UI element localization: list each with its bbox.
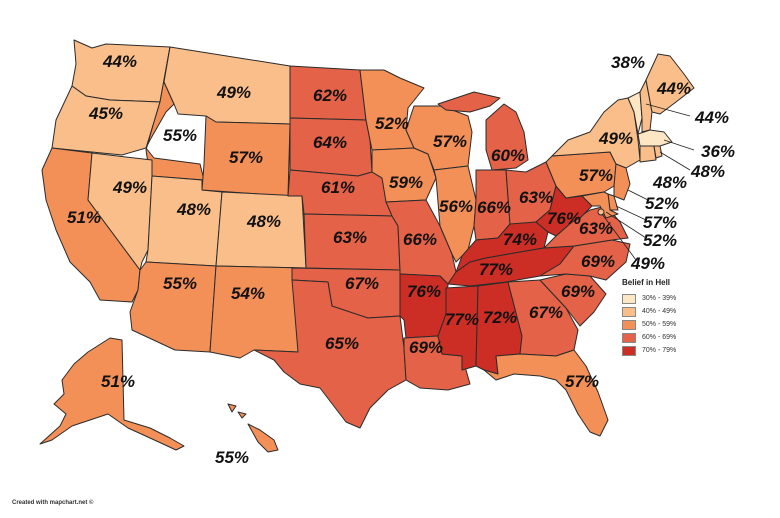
label-in: 66% [476,198,512,217]
state-tx[interactable] [253,279,407,429]
label-dc: 49% [630,254,666,273]
label-ma: 36% [700,142,736,161]
legend-swatch [622,332,636,343]
legend-swatch [622,345,636,356]
label-mo: 66% [402,230,438,249]
label-ks: 63% [332,228,368,247]
legend-swatch [622,293,636,304]
legend-item: 60% - 69% [622,331,712,344]
label-ia: 59% [388,173,424,192]
state-ma[interactable] [637,129,673,147]
label-ri: 48% [690,162,726,181]
label-tn: 77% [478,260,514,279]
label-de: 57% [642,213,678,232]
state-fl[interactable] [483,349,609,437]
label-vt: 38% [610,53,646,72]
state-mi[interactable] [437,91,529,171]
label-ca: 51% [66,208,102,227]
label-hi: 55% [214,448,250,467]
label-nh: 44% [694,108,730,127]
label-ct: 48% [652,173,688,192]
label-ne: 61% [320,178,356,197]
state-vt[interactable] [627,91,643,135]
state-hi[interactable] [227,403,279,453]
label-nj: 52% [644,194,680,213]
legend-item: 50% - 59% [622,318,712,331]
legend: Belief in Hell 30% - 39% 40% - 49% 50% -… [622,278,712,357]
state-ri[interactable] [653,145,663,159]
label-ga: 67% [528,303,564,322]
state-ak[interactable] [39,337,185,451]
label-ky: 74% [502,230,538,249]
label-ak: 51% [100,372,136,391]
credit-text: Created with mapchart.net © [12,500,94,506]
label-ms: 77% [444,310,480,329]
label-mi: 60% [490,146,526,165]
legend-label: 50% - 59% [642,321,677,328]
label-nm: 54% [230,284,266,303]
label-ut: 48% [176,200,212,219]
label-wa: 44% [102,52,138,71]
label-ar: 76% [406,282,442,301]
legend-swatch [622,319,636,330]
legend-title: Belief in Hell [622,278,671,287]
label-nd: 62% [312,86,348,105]
label-tx: 65% [324,334,360,353]
legend-item: 40% - 49% [622,305,712,318]
label-al: 72% [482,308,518,327]
label-wi: 57% [432,132,468,151]
state-nj[interactable] [613,163,631,201]
label-or: 45% [88,104,124,123]
label-sc: 69% [560,282,596,301]
label-va: 63% [578,219,614,238]
state-ct[interactable] [639,145,657,163]
legend-label: 60% - 69% [642,334,677,341]
label-ny: 49% [598,129,634,148]
legend-swatch [622,306,636,317]
label-id: 55% [162,126,198,145]
label-az: 55% [162,274,198,293]
label-sd: 64% [312,133,348,152]
legend-item: 30% - 39% [622,292,712,305]
label-md: 52% [642,231,678,250]
legend-label: 40% - 49% [642,308,677,315]
label-mn: 52% [374,114,410,133]
label-fl: 57% [564,372,600,391]
label-pa: 57% [578,166,614,185]
legend-item: 70% - 79% [622,344,712,357]
label-me: 44% [656,79,692,98]
label-il: 56% [438,197,474,216]
label-la: 69% [408,338,444,357]
state-nv[interactable] [87,152,153,271]
label-ok: 67% [344,274,380,293]
label-nv: 49% [112,178,148,197]
state-dc[interactable] [597,208,605,216]
legend-label: 70% - 79% [642,347,677,354]
legend-label: 30% - 39% [642,295,677,302]
label-mt: 49% [216,83,252,102]
label-nc: 69% [580,252,616,271]
label-wv: 76% [546,209,582,228]
label-oh: 63% [518,188,554,207]
label-co: 48% [246,212,282,231]
label-wy: 57% [228,148,264,167]
